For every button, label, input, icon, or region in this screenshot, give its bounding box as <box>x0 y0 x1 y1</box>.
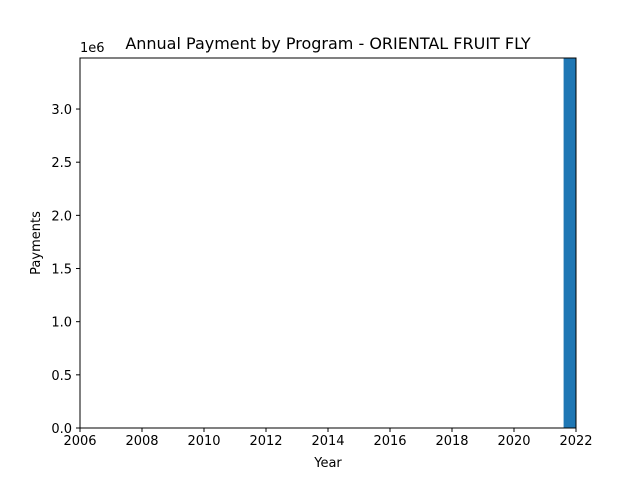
y-tick-label: 2.0 <box>51 209 72 224</box>
y-tick-label: 2.5 <box>51 156 72 171</box>
bars-group <box>563 58 576 428</box>
y-axis-ticks: 0.0 0.5 1.0 1.5 2.0 2.5 3.0 <box>51 103 80 437</box>
chart-title: Annual Payment by Program - ORIENTAL FRU… <box>125 34 531 53</box>
x-tick-label: 2010 <box>187 434 220 449</box>
y-tick-label: 3.0 <box>51 103 72 118</box>
y-tick-label: 1.0 <box>51 316 72 331</box>
x-tick-label: 2022 <box>559 434 592 449</box>
bar-2022 <box>563 58 576 428</box>
x-tick-label: 2014 <box>311 434 344 449</box>
y-tick-label: 1.5 <box>51 263 72 278</box>
x-tick-label: 2020 <box>497 434 530 449</box>
x-axis-label: Year <box>313 456 342 471</box>
x-tick-label: 2018 <box>435 434 468 449</box>
y-tick-label: 0.0 <box>51 422 72 437</box>
y-axis-offset-label: 1e6 <box>80 41 105 56</box>
x-tick-label: 2006 <box>63 434 96 449</box>
x-tick-label: 2012 <box>249 434 282 449</box>
y-axis-label: Payments <box>29 211 44 275</box>
plot-frame <box>79 57 577 429</box>
y-tick-label: 0.5 <box>51 369 72 384</box>
x-axis-ticks: 2006 2008 2010 2012 2014 2016 2018 2020 2022 <box>63 428 593 449</box>
x-tick-label: 2008 <box>125 434 158 449</box>
x-tick-label: 2016 <box>373 434 406 449</box>
